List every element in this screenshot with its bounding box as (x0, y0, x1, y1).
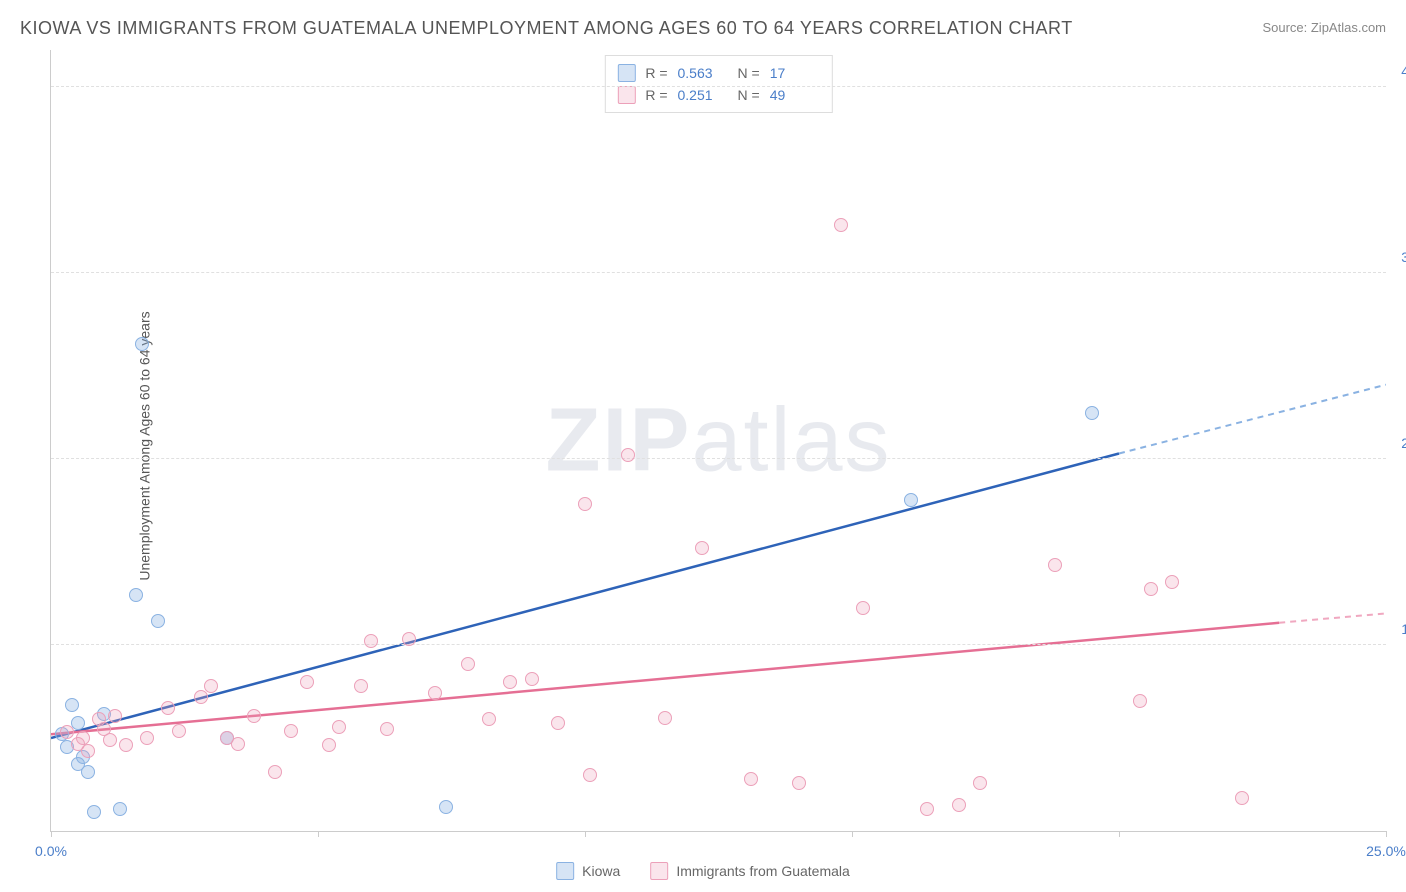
n-label: N = (738, 65, 760, 81)
scatter-point (658, 711, 672, 725)
scatter-point (482, 712, 496, 726)
scatter-point (81, 744, 95, 758)
x-tick-label: 25.0% (1366, 843, 1406, 859)
scatter-point (60, 725, 74, 739)
scatter-point (792, 776, 806, 790)
scatter-point (583, 768, 597, 782)
series2-n-value: 49 (770, 87, 820, 103)
scatter-point (428, 686, 442, 700)
r-label: R = (645, 65, 667, 81)
scatter-point (129, 588, 143, 602)
y-tick-label: 20.0% (1401, 435, 1406, 451)
n-label: N = (738, 87, 760, 103)
scatter-point (231, 737, 245, 751)
scatter-point (503, 675, 517, 689)
y-tick-label: 10.0% (1401, 621, 1406, 637)
scatter-point (744, 772, 758, 786)
regression-line-extrapolated (1279, 613, 1386, 622)
scatter-point (525, 672, 539, 686)
r-label: R = (645, 87, 667, 103)
legend-swatch-series2 (650, 862, 668, 880)
gridline (51, 644, 1386, 645)
scatter-point (108, 709, 122, 723)
scatter-point (439, 800, 453, 814)
series-legend: Kiowa Immigrants from Guatemala (556, 862, 850, 880)
scatter-point (103, 733, 117, 747)
series1-n-value: 17 (770, 65, 820, 81)
scatter-point (920, 802, 934, 816)
scatter-point (119, 738, 133, 752)
regression-line-extrapolated (1119, 385, 1386, 454)
scatter-point (140, 731, 154, 745)
scatter-point (1048, 558, 1062, 572)
scatter-point (1133, 694, 1147, 708)
scatter-point (161, 701, 175, 715)
scatter-point (856, 601, 870, 615)
y-tick-label: 40.0% (1401, 63, 1406, 79)
x-tick (1119, 831, 1120, 837)
series2-name: Immigrants from Guatemala (676, 863, 850, 879)
scatter-point (300, 675, 314, 689)
series2-r-value: 0.251 (678, 87, 728, 103)
source-label: Source: ZipAtlas.com (1262, 20, 1386, 35)
scatter-point (402, 632, 416, 646)
legend-swatch-series1 (556, 862, 574, 880)
x-tick (852, 831, 853, 837)
plot-area: ZIPatlas R = 0.563 N = 17 R = 0.251 N = … (50, 50, 1386, 832)
scatter-point (65, 698, 79, 712)
gridline (51, 86, 1386, 87)
scatter-point (695, 541, 709, 555)
scatter-point (268, 765, 282, 779)
scatter-point (194, 690, 208, 704)
scatter-point (172, 724, 186, 738)
legend-item-series1: Kiowa (556, 862, 620, 880)
scatter-point (834, 218, 848, 232)
gridline (51, 272, 1386, 273)
watermark: ZIPatlas (545, 389, 891, 492)
scatter-point (461, 657, 475, 671)
series1-r-value: 0.563 (678, 65, 728, 81)
scatter-point (151, 614, 165, 628)
gridline (51, 458, 1386, 459)
scatter-point (551, 716, 565, 730)
scatter-point (247, 709, 261, 723)
legend-row-series2: R = 0.251 N = 49 (617, 84, 819, 106)
scatter-point (113, 802, 127, 816)
scatter-point (380, 722, 394, 736)
legend-item-series2: Immigrants from Guatemala (650, 862, 850, 880)
legend-row-series1: R = 0.563 N = 17 (617, 62, 819, 84)
scatter-point (322, 738, 336, 752)
scatter-point (204, 679, 218, 693)
scatter-point (1165, 575, 1179, 589)
scatter-point (621, 448, 635, 462)
scatter-point (332, 720, 346, 734)
scatter-point (973, 776, 987, 790)
x-tick (318, 831, 319, 837)
legend-swatch-series2 (617, 86, 635, 104)
scatter-point (284, 724, 298, 738)
x-tick-label: 0.0% (35, 843, 67, 859)
scatter-point (354, 679, 368, 693)
y-tick-label: 30.0% (1401, 249, 1406, 265)
series1-name: Kiowa (582, 863, 620, 879)
scatter-point (1085, 406, 1099, 420)
legend-swatch-series1 (617, 64, 635, 82)
scatter-point (87, 805, 101, 819)
x-tick (1386, 831, 1387, 837)
chart-container: KIOWA VS IMMIGRANTS FROM GUATEMALA UNEMP… (0, 0, 1406, 892)
scatter-point (364, 634, 378, 648)
x-tick (585, 831, 586, 837)
scatter-point (81, 765, 95, 779)
x-tick (51, 831, 52, 837)
scatter-point (1235, 791, 1249, 805)
chart-title: KIOWA VS IMMIGRANTS FROM GUATEMALA UNEMP… (20, 18, 1073, 39)
scatter-point (135, 337, 149, 351)
scatter-point (904, 493, 918, 507)
scatter-point (1144, 582, 1158, 596)
correlation-legend: R = 0.563 N = 17 R = 0.251 N = 49 (604, 55, 832, 113)
scatter-point (952, 798, 966, 812)
scatter-point (578, 497, 592, 511)
